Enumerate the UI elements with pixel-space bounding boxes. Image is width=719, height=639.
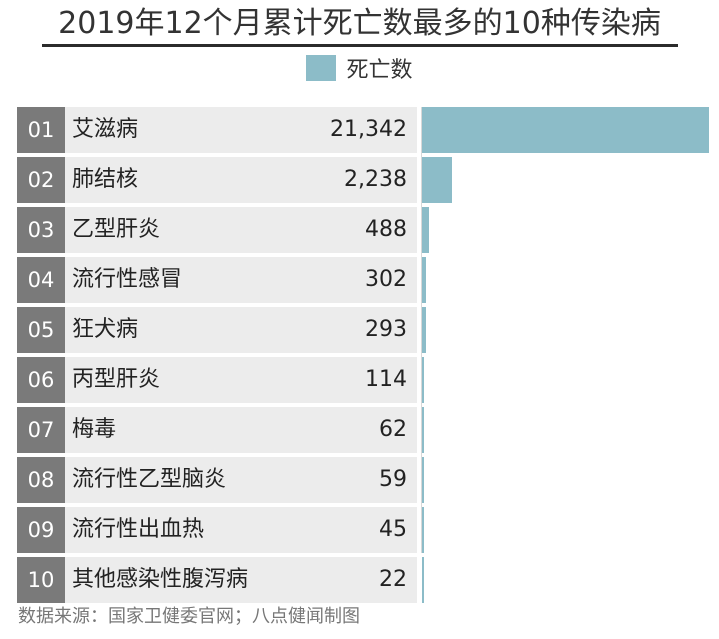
legend: 死亡数 (0, 53, 719, 83)
table-row: 08 流行性乙型脑炎 59 (17, 457, 417, 503)
rank-badge: 05 (17, 307, 65, 353)
title-underline (42, 44, 678, 47)
value-label: 21,342 (330, 117, 407, 142)
rank-badge: 04 (17, 257, 65, 303)
category-label: 流行性感冒 (72, 267, 183, 292)
value-label: 302 (365, 267, 407, 292)
table-row: 01 艾滋病 21,342 (17, 107, 417, 153)
value-label: 293 (365, 317, 407, 342)
table-row: 10 其他感染性腹泻病 22 (17, 557, 417, 603)
bar (422, 507, 424, 553)
table-row: 04 流行性感冒 302 (17, 257, 417, 303)
bar (422, 157, 453, 203)
bar (422, 207, 429, 253)
rank-badge: 08 (17, 457, 65, 503)
value-label: 62 (379, 417, 407, 442)
row-background (65, 407, 417, 453)
bar (422, 307, 426, 353)
table-row: 07 梅毒 62 (17, 407, 417, 453)
row-background (65, 157, 417, 203)
value-label: 45 (379, 517, 407, 542)
row-background (65, 507, 417, 553)
legend-swatch (306, 55, 337, 81)
row-background (65, 357, 417, 403)
table-row: 03 乙型肝炎 488 (17, 207, 417, 253)
rank-badge: 10 (17, 557, 65, 603)
bar (422, 107, 709, 153)
category-label: 梅毒 (72, 417, 117, 442)
category-label: 肺结核 (72, 167, 139, 192)
rank-badge: 07 (17, 407, 65, 453)
category-label: 丙型肝炎 (72, 367, 161, 392)
legend-label: 死亡数 (346, 58, 413, 83)
bar (422, 457, 424, 503)
bar (422, 357, 424, 403)
bar (422, 557, 424, 603)
table-row: 05 狂犬病 293 (17, 307, 417, 353)
row-background (65, 207, 417, 253)
chart-title: 2019年12个月累计死亡数最多的10种传染病 (58, 6, 661, 41)
value-label: 2,238 (344, 167, 407, 192)
table-row: 09 流行性出血热 45 (17, 507, 417, 553)
bar-baseline (421, 107, 422, 553)
rank-badge: 09 (17, 507, 65, 553)
row-background (65, 457, 417, 503)
rank-badge: 01 (17, 107, 65, 153)
category-label: 其他感染性腹泻病 (72, 567, 249, 592)
category-label: 流行性出血热 (72, 517, 205, 542)
category-label: 艾滋病 (72, 117, 139, 142)
rank-badge: 03 (17, 207, 65, 253)
value-label: 22 (379, 567, 407, 592)
value-label: 59 (379, 467, 407, 492)
rank-badge: 06 (17, 357, 65, 403)
bar (422, 407, 424, 453)
table-row: 02 肺结核 2,238 (17, 157, 417, 203)
bar (422, 257, 427, 303)
category-label: 流行性乙型脑炎 (72, 467, 227, 492)
row-background (65, 257, 417, 303)
category-label: 乙型肝炎 (72, 217, 161, 242)
source-note: 数据来源：国家卫健委官网；八点健闻制图 (18, 606, 360, 627)
value-label: 114 (365, 367, 407, 392)
category-label: 狂犬病 (72, 317, 139, 342)
row-background (65, 307, 417, 353)
rank-badge: 02 (17, 157, 65, 203)
value-label: 488 (365, 217, 407, 242)
table-row: 06 丙型肝炎 114 (17, 357, 417, 403)
row-background (65, 557, 417, 603)
row-background (65, 107, 417, 153)
